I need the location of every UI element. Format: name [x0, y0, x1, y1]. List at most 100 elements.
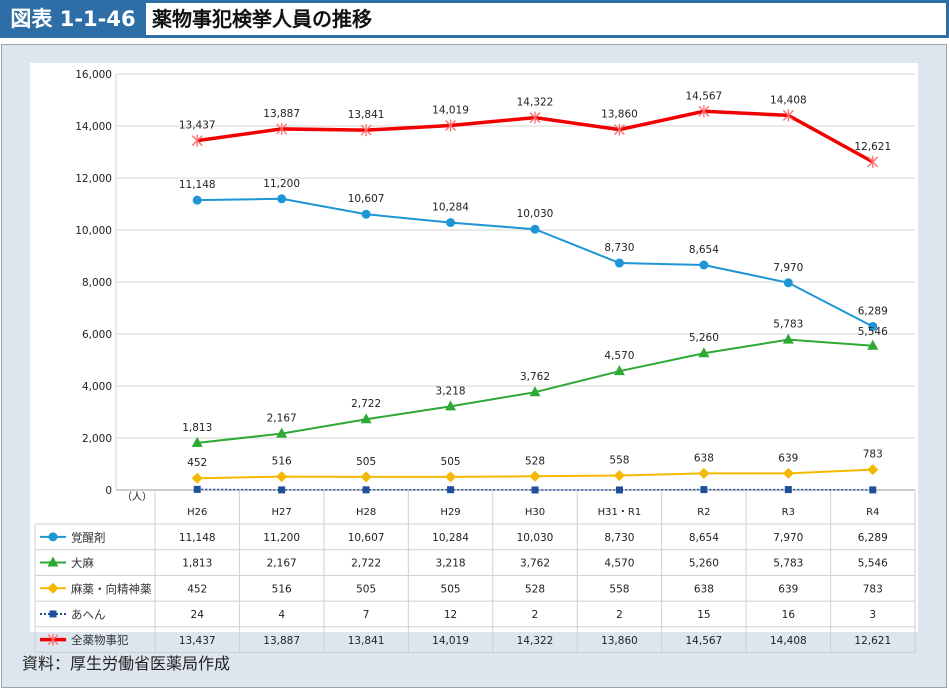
- data-label: 10,607: [348, 193, 385, 205]
- data-label: 3,762: [520, 371, 550, 383]
- source-note: 資料：厚生労働省医薬局作成: [22, 654, 231, 673]
- x-tick-label: R3: [782, 507, 795, 518]
- data-label: 639: [778, 452, 798, 464]
- data-point: [277, 194, 287, 204]
- table-cell: 528: [525, 583, 545, 595]
- x-tick-label: H28: [356, 507, 376, 518]
- table-cell: 11,200: [263, 532, 300, 544]
- data-label: 13,437: [179, 120, 216, 132]
- table-cell: 8,730: [604, 532, 634, 544]
- table-cell: 24: [191, 609, 205, 621]
- data-point: [782, 333, 794, 344]
- x-tick-label: H29: [440, 507, 460, 518]
- data-label: 14,408: [770, 94, 807, 106]
- data-point: [529, 470, 541, 482]
- data-label: 7,970: [773, 262, 803, 274]
- x-tick-label: H31・R1: [598, 507, 642, 518]
- data-point: [447, 486, 455, 494]
- data-point: [193, 485, 201, 493]
- data-point: [613, 123, 625, 136]
- table-cell: 452: [187, 583, 207, 595]
- table-cell: 7,970: [773, 532, 803, 544]
- figure-title: 薬物事犯検挙人員の推移: [146, 3, 946, 35]
- data-label: 5,546: [858, 326, 888, 338]
- legend-label: 覚醒剤: [71, 530, 106, 544]
- data-label: 12,621: [854, 141, 891, 153]
- table-cell: 783: [863, 583, 883, 595]
- data-point: [47, 556, 59, 567]
- data-point: [360, 471, 372, 483]
- data-point: [445, 471, 457, 483]
- table-cell: 14,322: [517, 635, 554, 647]
- data-point: [362, 486, 370, 494]
- legend-label: あへん: [71, 607, 106, 621]
- data-label: 638: [694, 452, 714, 464]
- table-cell: 639: [778, 583, 798, 595]
- data-label: 11,200: [263, 178, 300, 190]
- y-tick-label: 8,000: [82, 277, 112, 289]
- y-tick-label: 12,000: [75, 173, 112, 185]
- y-tick-label: 0: [105, 485, 112, 497]
- data-point: [699, 260, 709, 270]
- table-cell: 516: [272, 583, 292, 595]
- data-label: 1,813: [182, 422, 212, 434]
- data-label: 10,030: [517, 208, 554, 220]
- table-cell: 558: [609, 583, 629, 595]
- legend-label: 大麻: [71, 556, 94, 570]
- data-label: 505: [441, 456, 461, 468]
- table-cell: 4: [278, 609, 285, 621]
- data-label: 14,322: [517, 97, 554, 109]
- data-point: [446, 218, 456, 228]
- table-cell: 3: [869, 609, 876, 621]
- data-label: 11,148: [179, 179, 216, 191]
- x-tick-label: R2: [697, 507, 710, 518]
- data-point: [191, 134, 203, 147]
- data-label: 5,260: [689, 332, 719, 344]
- y-axis-unit: （人）: [122, 491, 152, 503]
- data-label: 10,284: [432, 202, 469, 214]
- table-cell: 14,408: [770, 635, 807, 647]
- data-point: [869, 486, 877, 494]
- data-point: [698, 467, 710, 479]
- table-cell: 13,437: [179, 635, 216, 647]
- table-cell: 505: [356, 583, 376, 595]
- y-tick-label: 4,000: [82, 381, 112, 393]
- data-label: 13,887: [263, 108, 300, 120]
- data-point: [783, 278, 793, 288]
- table-cell: 12: [444, 609, 457, 621]
- table-cell: 2,722: [351, 558, 381, 570]
- data-point: [613, 469, 625, 481]
- data-point: [360, 413, 372, 424]
- data-point: [784, 486, 792, 494]
- table-cell: 6,289: [858, 532, 888, 544]
- figure-header: 図表 1-1-46 薬物事犯検挙人員の推移: [0, 0, 949, 38]
- data-label: 2,167: [267, 413, 297, 425]
- data-point: [698, 105, 710, 118]
- data-point: [867, 464, 879, 476]
- data-label: 558: [609, 454, 629, 466]
- table-cell: 13,841: [348, 635, 385, 647]
- data-point: [782, 467, 794, 479]
- data-point: [278, 486, 286, 494]
- table-cell: 2: [532, 609, 539, 621]
- data-point: [529, 386, 541, 397]
- data-label: 14,019: [432, 105, 469, 117]
- data-point: [613, 365, 625, 376]
- x-tick-label: H27: [272, 507, 292, 518]
- x-tick-label: H30: [525, 507, 545, 518]
- data-point: [47, 633, 59, 646]
- data-label: 14,567: [686, 90, 723, 102]
- data-label: 8,654: [689, 244, 719, 256]
- data-label: 4,570: [604, 350, 634, 362]
- data-label: 2,722: [351, 398, 381, 410]
- y-tick-label: 14,000: [75, 121, 112, 133]
- table-cell: 10,284: [432, 532, 469, 544]
- table-cell: 11,148: [179, 532, 216, 544]
- data-point: [276, 471, 288, 483]
- table-cell: 13,860: [601, 635, 638, 647]
- data-point: [615, 486, 623, 494]
- table-cell: 7: [363, 609, 370, 621]
- table-cell: 14,019: [432, 635, 469, 647]
- data-label: 783: [863, 449, 883, 461]
